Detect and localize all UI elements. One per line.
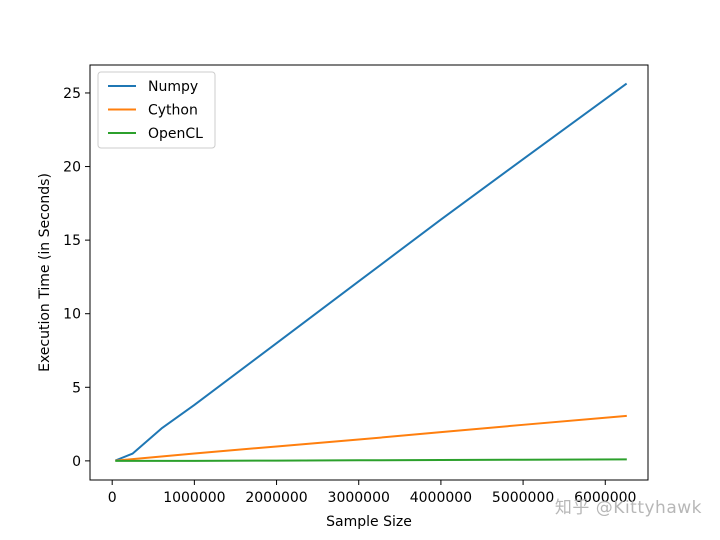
x-tick-label: 4000000 xyxy=(410,490,472,506)
y-tick-label: 10 xyxy=(63,307,81,323)
y-tick-label: 0 xyxy=(72,454,81,470)
y-axis-ticks: 0 5 10 15 20 25 xyxy=(63,86,90,470)
legend-label-numpy: Numpy xyxy=(148,79,198,95)
plot-lines xyxy=(114,82,628,462)
x-tick-label: 1000000 xyxy=(163,490,225,506)
series-line-opencl xyxy=(115,458,627,462)
legend-label-opencl: OpenCL xyxy=(148,126,203,142)
y-tick-label: 15 xyxy=(63,233,81,249)
plot-area-frame xyxy=(89,64,649,481)
x-tick-label: 6000000 xyxy=(574,490,636,506)
watermark: 知乎 @Kittyhawk xyxy=(554,498,702,518)
y-tick-label: 5 xyxy=(72,380,81,396)
series-line-cython xyxy=(115,414,627,462)
legend: Numpy Cython OpenCL xyxy=(97,71,216,149)
x-tick-label: 5000000 xyxy=(492,490,554,506)
series-line-numpy xyxy=(114,82,628,462)
x-tick-label: 2000000 xyxy=(245,490,307,506)
legend-label-cython: Cython xyxy=(148,103,198,119)
x-axis-title: Sample Size xyxy=(326,514,412,530)
legend-box xyxy=(97,71,216,149)
x-tick-label: 0 xyxy=(108,490,117,506)
x-axis-ticks: 0 1000000 2000000 3000000 4000000 5000000 6000… xyxy=(108,480,636,506)
x-tick-label: 3000000 xyxy=(328,490,390,506)
y-tick-label: 20 xyxy=(63,160,81,176)
y-tick-label: 25 xyxy=(63,86,81,102)
y-axis-title: Execution Time (in Seconds) xyxy=(37,173,53,372)
